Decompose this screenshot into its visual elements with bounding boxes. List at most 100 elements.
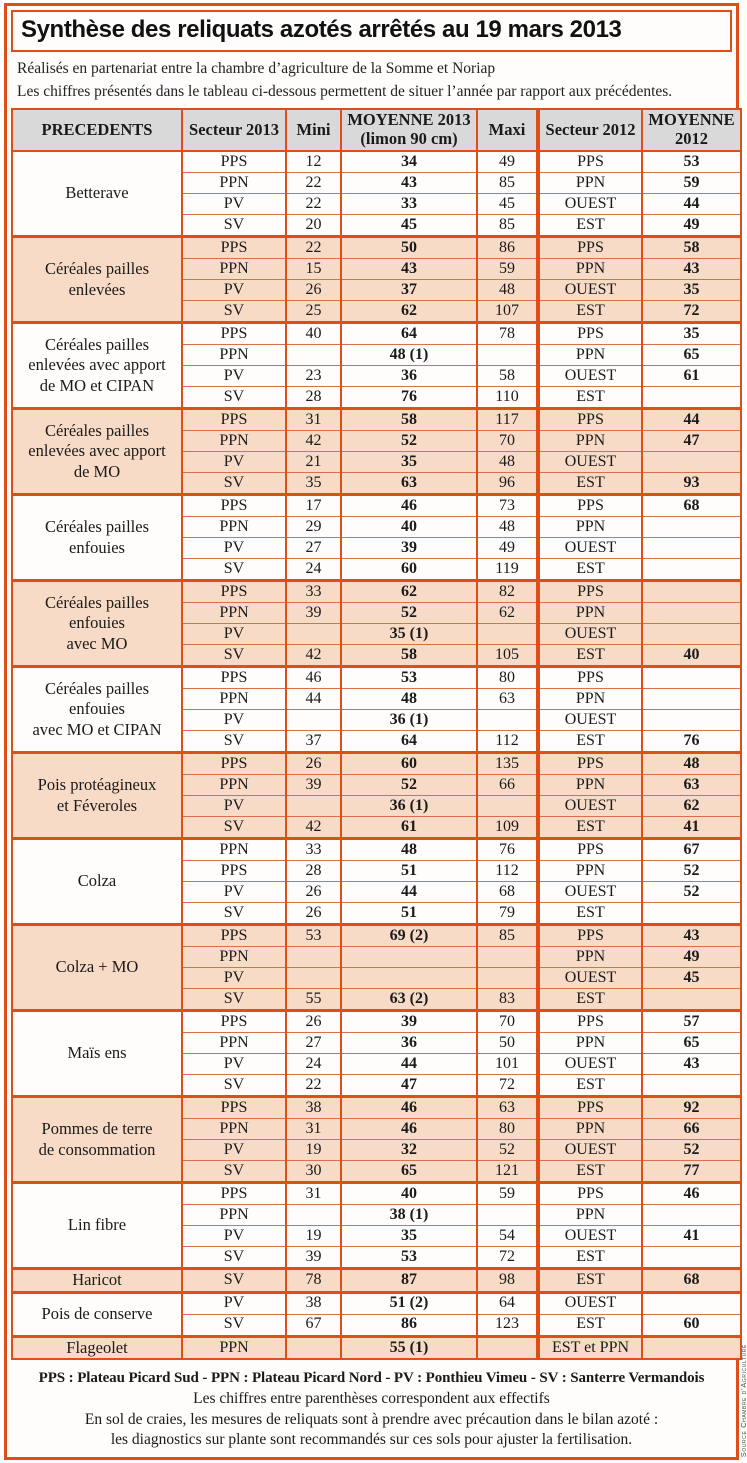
moyenne-2012-cell: 93 [641, 472, 741, 495]
moyenne-2013-cell: 62 [340, 579, 477, 603]
moyenne-2012-cell: 68 [641, 1267, 741, 1293]
maxi-cell: 73 [476, 493, 538, 517]
moyenne-2013-cell: 60 [340, 558, 477, 581]
subtitle-block: Réalisés en partenariat entre la chambre… [11, 54, 732, 108]
moyenne-2012-cell [641, 602, 741, 624]
moyenne-2013-cell [340, 967, 477, 989]
secteur-2012-cell: EST [536, 472, 642, 495]
moyenne-2012-cell [641, 623, 741, 645]
mini-cell: 19 [285, 1139, 341, 1161]
moyenne-2012-cell: 65 [641, 344, 741, 366]
mini-cell: 26 [285, 751, 341, 775]
table-row: SV 35 63 96 EST 93 [12, 472, 741, 495]
maxi-cell: 80 [476, 665, 538, 689]
col-header-moyenne-2013: MOYENNE 2013 (limon 90 cm) [340, 109, 477, 152]
moyenne-2013-cell: 51 (2) [340, 1290, 477, 1315]
maxi-cell [476, 795, 538, 817]
moyenne-2013-cell: 43 [340, 172, 477, 194]
moyenne-2012-cell [641, 537, 741, 559]
secteur-2013-cell: PV [181, 795, 286, 817]
secteur-2013-cell: SV [181, 300, 286, 323]
moyenne-2012-cell: 52 [641, 1139, 741, 1161]
maxi-cell: 85 [476, 923, 538, 947]
moyenne-2012-cell [641, 451, 741, 473]
table-row: PV 19 35 54 OUEST 41 [12, 1225, 741, 1247]
mini-cell: 42 [285, 816, 341, 839]
secteur-2012-cell: OUEST [536, 623, 642, 645]
maxi-cell: 62 [476, 602, 538, 624]
table-row: Flageolet PPN 55 (1) EST et PPN [12, 1334, 741, 1360]
table-row: Haricot SV 78 87 98 EST 68 [12, 1267, 741, 1293]
subtitle-line-1: Réalisés en partenariat entre la chambre… [17, 60, 496, 77]
secteur-2012-cell: OUEST [536, 451, 642, 473]
secteur-2012-cell: PPS [536, 150, 642, 173]
moyenne-2013-cell: 35 (1) [340, 623, 477, 645]
secteur-2013-cell: PPS [181, 150, 286, 173]
secteur-2012-cell: PPN [536, 774, 642, 796]
moyenne-2012-cell: 35 [641, 279, 741, 301]
moyenne-2013-cell: 36 (1) [340, 795, 477, 817]
precedent-label: Céréales pailles enlevées avec apport de… [12, 407, 183, 495]
moyenne-2013-cell: 48 (1) [340, 344, 477, 366]
secteur-2013-cell: PV [181, 1225, 286, 1247]
secteur-2012-cell: PPN [536, 516, 642, 538]
table-row: PV OUEST 45 [12, 967, 741, 989]
moyenne-2013-cell: 55 (1) [340, 1334, 477, 1360]
page-frame: Synthèse des reliquats azotés arrêtés au… [4, 3, 742, 1460]
mini-cell: 22 [285, 235, 341, 259]
moyenne-2013-cell: 63 (2) [340, 988, 477, 1011]
mini-cell: 39 [285, 602, 341, 624]
maxi-cell: 54 [476, 1225, 538, 1247]
secteur-2013-cell: PV [181, 365, 286, 387]
moyenne-2012-cell: 49 [641, 946, 741, 968]
secteur-2012-cell: PPS [536, 579, 642, 603]
moyenne-2012-cell: 46 [641, 1181, 741, 1205]
moyenne-2013-cell: 48 [340, 837, 477, 861]
secteur-2013-cell: PPS [181, 579, 286, 603]
mini-cell: 31 [285, 407, 341, 431]
maxi-cell: 101 [476, 1053, 538, 1075]
moyenne-2012-cell: 43 [641, 258, 741, 280]
col-header-mini: Mini [285, 109, 341, 152]
secteur-2012-cell: OUEST [536, 1225, 642, 1247]
secteur-2012-cell: OUEST [536, 537, 642, 559]
secteur-2013-cell: PPS [181, 493, 286, 517]
table-row: PPN 39 52 66 PPN 63 [12, 774, 741, 796]
moyenne-2013-cell: 52 [340, 774, 477, 796]
table-row: PPN PPN 49 [12, 946, 741, 968]
secteur-2013-cell: PPN [181, 258, 286, 280]
table-row: PPN 31 46 80 PPN 66 [12, 1118, 741, 1140]
table-row: Pois protéagineux et Féveroles PPS 26 60 135… [12, 751, 741, 839]
secteur-2012-cell: PPN [536, 430, 642, 452]
table-row: PPN 27 36 50 PPN 65 [12, 1032, 741, 1054]
table-row: Betterave PPS 12 34 49 PPS 53 [12, 150, 741, 237]
moyenne-2012-cell [641, 988, 741, 1011]
moyenne-2013-cell: 35 [340, 451, 477, 473]
secteur-2013-cell: PV [181, 279, 286, 301]
precedent-label: Céréales pailles enfouies avec MO [12, 579, 183, 667]
secteur-2013-cell: SV [181, 558, 286, 581]
maxi-cell [476, 344, 538, 366]
moyenne-2012-cell: 77 [641, 1160, 741, 1183]
secteur-2013-cell: PPS [181, 1095, 286, 1119]
moyenne-2012-cell: 44 [641, 193, 741, 215]
maxi-cell: 82 [476, 579, 538, 603]
secteur-2012-cell: PPN [536, 602, 642, 624]
secteur-2013-cell: PPN [181, 1118, 286, 1140]
table-row: Céréales pailles enlevées avec apport de… [12, 407, 741, 495]
maxi-cell: 70 [476, 430, 538, 452]
table-row: PV 24 44 101 OUEST 43 [12, 1053, 741, 1075]
mini-cell: 21 [285, 451, 341, 473]
secteur-2013-cell: SV [181, 902, 286, 925]
table-row: PV 19 32 52 OUEST 52 [12, 1139, 741, 1161]
secteur-2013-cell: PV [181, 193, 286, 215]
mini-cell: 15 [285, 258, 341, 280]
mini-cell: 25 [285, 300, 341, 323]
secteur-2013-cell: PPN [181, 837, 286, 861]
table-row: Céréales pailles enfouies avec MO et CIP… [12, 665, 741, 753]
moyenne-2012-cell: 47 [641, 430, 741, 452]
precedent-label: Céréales pailles enfouies avec MO et CIP… [12, 665, 183, 753]
secteur-2012-cell: PPS [536, 837, 642, 861]
secteur-2013-cell: PPN [181, 430, 286, 452]
